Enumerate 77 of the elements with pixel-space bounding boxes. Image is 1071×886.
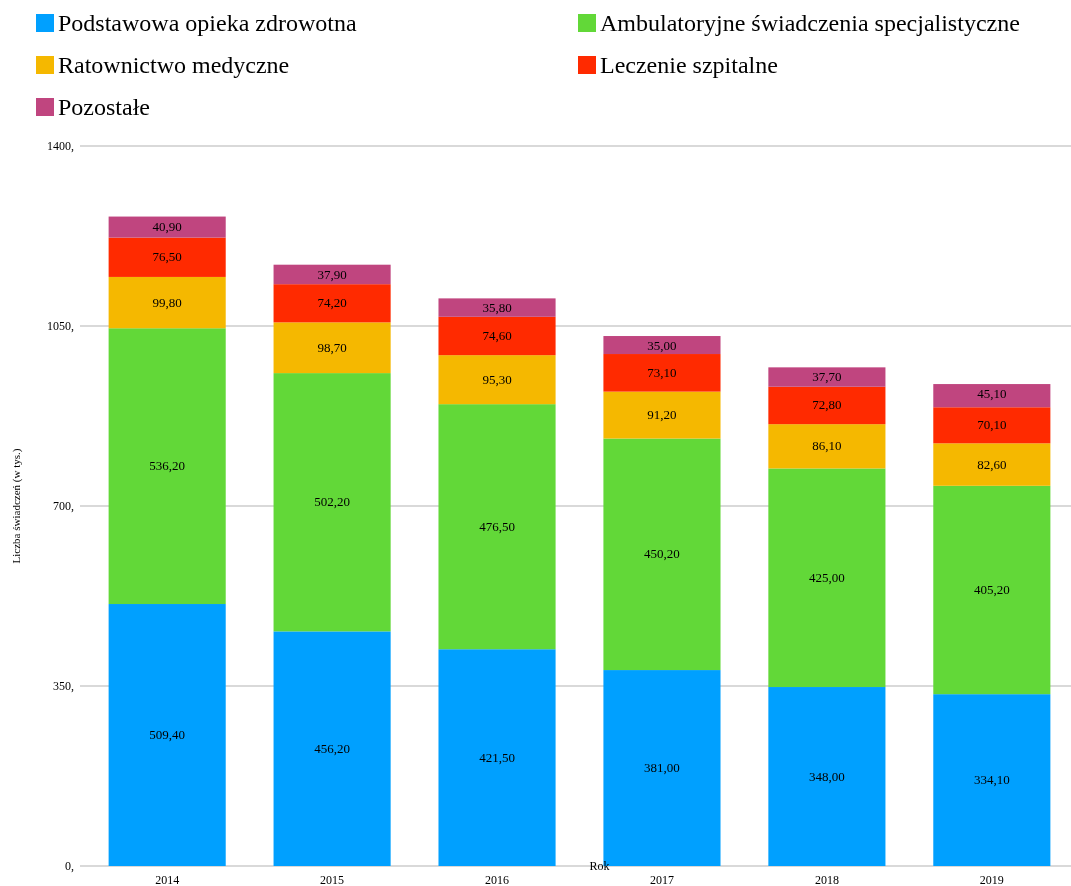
data-label: 405,20 (973, 581, 1010, 597)
data-label: 421,50 (479, 749, 515, 765)
data-label: 348,00 (809, 768, 845, 784)
bar (108, 328, 226, 605)
bar (933, 485, 1051, 695)
bar (108, 604, 226, 866)
data-label: 502,20 (314, 494, 350, 510)
bar (273, 284, 391, 323)
x-tick-label: 2016 (485, 873, 510, 886)
data-label: 72,80 (812, 397, 842, 413)
data-label: 456,20 (314, 740, 350, 756)
data-label: 35,00 (647, 338, 677, 354)
bar (768, 367, 886, 387)
data-label: 450,20 (644, 546, 680, 562)
data-label: 82,60 (977, 456, 1007, 472)
legend-label: Pozostałe (58, 94, 150, 120)
legend-label: Ambulatoryjne świadczenia specjalistyczne (600, 10, 1020, 36)
y-tick-label: 1050, (47, 319, 74, 333)
data-label: 536,20 (149, 458, 186, 474)
data-label: 509,40 (149, 727, 186, 743)
bar (768, 386, 886, 425)
bar (273, 322, 391, 374)
data-label: 74,60 (482, 327, 512, 343)
x-tick-label: 2017 (649, 873, 674, 886)
data-label: 425,00 (809, 569, 845, 585)
bar (768, 424, 886, 469)
bar (768, 687, 886, 866)
data-label: 45,10 (977, 386, 1007, 402)
data-label: 35,80 (482, 300, 512, 316)
data-label: 37,90 (317, 266, 347, 282)
x-tick-label: 2018 (814, 873, 839, 886)
data-label: 74,20 (317, 295, 347, 311)
y-tick-label: 1400, (47, 139, 74, 153)
data-label: 98,70 (317, 339, 347, 355)
bar (603, 336, 721, 355)
data-label: 40,90 (152, 218, 182, 234)
bar (108, 237, 226, 277)
bar (108, 276, 226, 329)
legend-label: Podstawowa opieka zdrowotna (58, 10, 357, 36)
bar (273, 373, 391, 632)
x-axis-title: Rok (589, 859, 610, 873)
bar (108, 216, 226, 238)
bar (438, 298, 556, 317)
data-label: 70,10 (977, 417, 1007, 433)
bar (438, 404, 556, 650)
x-tick-label: 2015 (320, 873, 345, 886)
legend-label: Leczenie szpitalne (600, 52, 778, 78)
data-label: 334,10 (973, 772, 1010, 788)
bar (933, 384, 1051, 408)
legend-label: Ratownictwo medyczne (58, 52, 290, 78)
bar (273, 264, 391, 285)
bar (933, 694, 1051, 866)
y-tick-label: 700, (53, 499, 74, 513)
bar (603, 354, 721, 392)
data-label: 86,10 (812, 438, 842, 454)
data-label: 76,50 (152, 249, 182, 265)
bar (933, 443, 1051, 486)
data-label: 95,30 (482, 371, 512, 387)
x-tick-label: 2014 (155, 873, 180, 886)
bar (768, 468, 886, 688)
bar (273, 631, 391, 866)
bar (603, 438, 721, 671)
data-label: 476,50 (479, 518, 515, 534)
bar (438, 355, 556, 405)
x-tick-label: 2019 (979, 873, 1004, 886)
bar (603, 391, 721, 439)
data-label: 73,10 (647, 364, 677, 380)
data-label: 381,00 (644, 760, 680, 776)
data-label: 91,20 (647, 407, 677, 423)
data-label: 99,80 (152, 294, 182, 310)
data-label: 37,70 (812, 369, 842, 385)
y-tick-label: 0, (65, 859, 74, 873)
y-axis-title: Liczba świadczeń (w tys.) (10, 448, 23, 564)
bar (933, 407, 1051, 444)
bar (438, 316, 556, 356)
bar (438, 649, 556, 866)
y-tick-label: 350, (53, 679, 74, 693)
